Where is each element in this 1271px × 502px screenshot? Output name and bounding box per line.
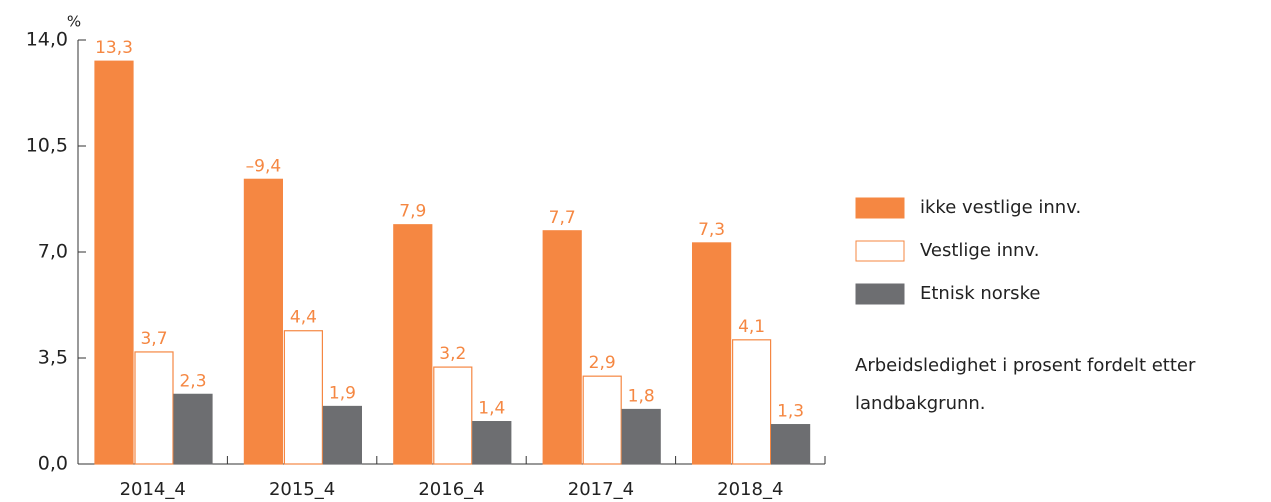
x-tick-label: 2017_4: [568, 479, 634, 500]
bar: [691, 242, 732, 465]
value-label: 3,7: [140, 329, 167, 349]
value-label: 4,1: [738, 317, 765, 337]
bar: [472, 421, 512, 465]
legend-swatch: [855, 197, 905, 219]
legend-label: ikke vestlige innv.: [920, 197, 1081, 218]
bar: [94, 60, 134, 465]
bar: [243, 178, 283, 465]
y-axis-label: %: [67, 13, 81, 31]
value-label: 1,9: [329, 383, 356, 403]
value-label: 7,3: [698, 220, 725, 240]
bar: [173, 393, 213, 465]
y-tick-label: 7,0: [38, 241, 68, 263]
y-tick-label: 0,0: [38, 453, 68, 475]
value-label: 7,7: [549, 208, 576, 228]
value-label: 3,2: [439, 344, 466, 364]
bar: [283, 330, 323, 465]
value-label: 4,4: [290, 308, 317, 328]
value-label: 7,9: [399, 202, 426, 222]
value-label: –9,4: [246, 156, 282, 176]
legend-label: Vestlige innv.: [920, 240, 1039, 261]
x-tick-label: 2015_4: [269, 479, 335, 500]
x-tick-label: 2018_4: [717, 479, 783, 500]
value-label: 2,9: [589, 353, 616, 373]
bar: [770, 424, 811, 465]
y-tick-label: 10,5: [26, 135, 68, 157]
value-label: 1,4: [478, 399, 505, 419]
value-label: 1,3: [777, 402, 804, 422]
bar: [731, 339, 772, 465]
y-tick-label: 14,0: [26, 29, 68, 51]
value-label: 1,8: [628, 386, 655, 406]
bar: [322, 405, 362, 465]
y-tick-label: 3,5: [38, 347, 68, 369]
bar: [134, 351, 174, 465]
x-tick-label: 2016_4: [418, 479, 484, 500]
annotation: Arbeidsledighet i prosent fordelt etter: [855, 355, 1196, 376]
bar: [433, 366, 473, 465]
legend-swatch: [855, 240, 905, 262]
legend-swatch: [855, 283, 905, 305]
bar: [393, 224, 433, 465]
x-tick-label: 2014_4: [120, 479, 186, 500]
bar: [582, 375, 622, 465]
value-label: 13,3: [95, 38, 133, 58]
bar: [542, 230, 582, 465]
annotation: landbakgrunn.: [855, 393, 986, 414]
bar: [621, 408, 661, 465]
value-label: 2,3: [179, 371, 206, 391]
legend-label: Etnisk norske: [920, 283, 1040, 304]
